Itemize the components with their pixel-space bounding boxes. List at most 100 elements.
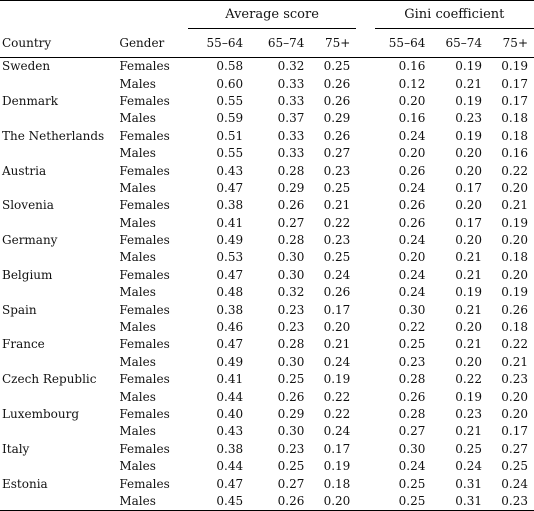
- gender-cell: Females: [119, 406, 187, 423]
- gini-55-64-cell: 0.28: [375, 406, 432, 423]
- gini-55-64-cell: 0.30: [375, 301, 432, 318]
- gini-65-74-cell: 0.19: [431, 128, 488, 145]
- gini-55-64-cell: 0.20: [375, 93, 432, 110]
- gini-55-64-cell: 0.20: [375, 145, 432, 162]
- avg-55-64-cell: 0.55: [188, 93, 249, 110]
- gender-cell: Females: [119, 475, 187, 492]
- column-header-row: Country Gender 55–64 65–74 75+ 55–64 65–…: [0, 29, 534, 58]
- country-cell: Austria: [0, 162, 119, 179]
- gini-75-plus-cell: 0.19: [488, 58, 534, 76]
- avg-65-74-cell: 0.30: [249, 354, 310, 371]
- avg-65-74-cell: 0.28: [249, 232, 310, 249]
- gini-55-64-cell: 0.30: [375, 441, 432, 458]
- gini-55-64-cell: 0.24: [375, 232, 432, 249]
- avg-75-plus-cell: 0.21: [310, 197, 356, 214]
- gini-55-64-cell: 0.23: [375, 354, 432, 371]
- avg-75-plus-cell: 0.26: [310, 93, 356, 110]
- group-header-average-score: Average score: [188, 1, 356, 29]
- country-cell: Luxembourg: [0, 406, 119, 423]
- gini-65-74-cell: 0.21: [431, 267, 488, 284]
- avg-65-74-cell: 0.30: [249, 249, 310, 266]
- gender-cell: Males: [119, 215, 187, 232]
- column-header-country: Country: [0, 29, 119, 58]
- country-cell: The Netherlands: [0, 128, 119, 145]
- avg-55-64-cell: 0.43: [188, 162, 249, 179]
- avg-65-74-cell: 0.33: [249, 93, 310, 110]
- avg-75-plus-cell: 0.25: [310, 58, 356, 76]
- gender-cell: Males: [119, 423, 187, 440]
- gender-cell: Males: [119, 388, 187, 405]
- gender-cell: Females: [119, 267, 187, 284]
- country-cell: [0, 249, 119, 266]
- group-header-gini-coefficient: Gini coefficient: [375, 1, 534, 29]
- country-cell: [0, 493, 119, 511]
- avg-55-64-cell: 0.59: [188, 110, 249, 127]
- gini-75-plus-cell: 0.18: [488, 128, 534, 145]
- avg-55-64-cell: 0.47: [188, 180, 249, 197]
- gini-65-74-cell: 0.17: [431, 215, 488, 232]
- gini-65-74-cell: 0.31: [431, 493, 488, 511]
- gini-65-74-cell: 0.25: [431, 441, 488, 458]
- gini-65-74-cell: 0.19: [431, 58, 488, 76]
- country-cell: Spain: [0, 301, 119, 318]
- avg-65-74-cell: 0.23: [249, 301, 310, 318]
- country-cell: France: [0, 336, 119, 353]
- country-cell: [0, 180, 119, 197]
- gini-55-64-cell: 0.28: [375, 371, 432, 388]
- gini-65-74-cell: 0.21: [431, 249, 488, 266]
- gini-65-74-cell: 0.21: [431, 336, 488, 353]
- avg-55-64-cell: 0.43: [188, 423, 249, 440]
- avg-55-64-cell: 0.44: [188, 458, 249, 475]
- avg-65-74-cell: 0.28: [249, 162, 310, 179]
- gini-75-plus-cell: 0.20: [488, 406, 534, 423]
- gini-65-74-cell: 0.23: [431, 406, 488, 423]
- avg-75-plus-cell: 0.24: [310, 354, 356, 371]
- avg-55-64-cell: 0.40: [188, 406, 249, 423]
- gini-75-plus-cell: 0.16: [488, 145, 534, 162]
- gender-cell: Females: [119, 232, 187, 249]
- gender-cell: Males: [119, 249, 187, 266]
- avg-75-plus-cell: 0.22: [310, 388, 356, 405]
- gender-cell: Males: [119, 319, 187, 336]
- gini-55-64-cell: 0.26: [375, 388, 432, 405]
- gini-65-74-cell: 0.23: [431, 110, 488, 127]
- column-header-gini-75-plus: 75+: [488, 29, 534, 58]
- avg-55-64-cell: 0.38: [188, 197, 249, 214]
- avg-55-64-cell: 0.47: [188, 267, 249, 284]
- avg-55-64-cell: 0.44: [188, 388, 249, 405]
- avg-55-64-cell: 0.46: [188, 319, 249, 336]
- gini-65-74-cell: 0.19: [431, 388, 488, 405]
- gini-75-plus-cell: 0.22: [488, 336, 534, 353]
- gini-55-64-cell: 0.24: [375, 284, 432, 301]
- country-cell: Belgium: [0, 267, 119, 284]
- avg-75-plus-cell: 0.20: [310, 493, 356, 511]
- gini-75-plus-cell: 0.20: [488, 180, 534, 197]
- avg-65-74-cell: 0.28: [249, 336, 310, 353]
- avg-75-plus-cell: 0.25: [310, 249, 356, 266]
- gini-75-plus-cell: 0.17: [488, 93, 534, 110]
- avg-65-74-cell: 0.32: [249, 58, 310, 76]
- avg-65-74-cell: 0.30: [249, 267, 310, 284]
- gini-65-74-cell: 0.21: [431, 301, 488, 318]
- avg-65-74-cell: 0.33: [249, 75, 310, 92]
- avg-65-74-cell: 0.33: [249, 128, 310, 145]
- gini-75-plus-cell: 0.20: [488, 388, 534, 405]
- avg-75-plus-cell: 0.26: [310, 128, 356, 145]
- country-cell: [0, 215, 119, 232]
- avg-65-74-cell: 0.37: [249, 110, 310, 127]
- gini-75-plus-cell: 0.17: [488, 423, 534, 440]
- avg-75-plus-cell: 0.20: [310, 319, 356, 336]
- gender-cell: Males: [119, 110, 187, 127]
